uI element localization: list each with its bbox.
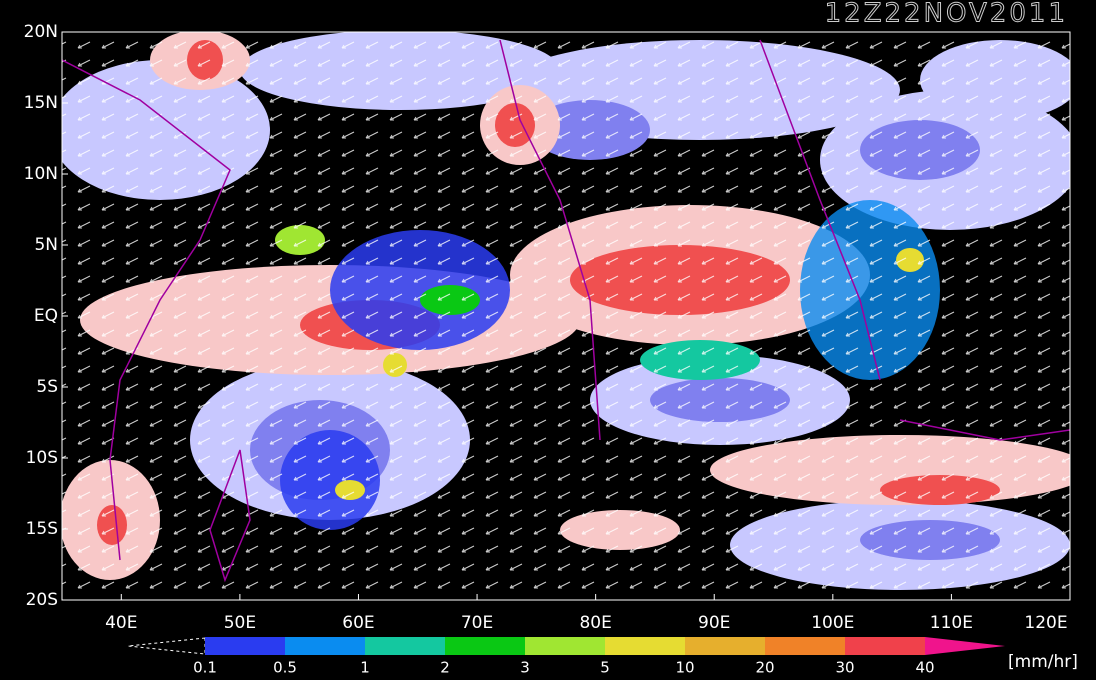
colorbar-segment	[445, 637, 525, 655]
lat-label: 5S	[36, 377, 58, 397]
colorbar-segment	[205, 637, 285, 655]
lat-label: 5N	[34, 235, 58, 255]
lat-label: 10S	[26, 448, 58, 468]
colorbar-label: 10	[675, 659, 694, 677]
colorbar-unit: [mm/hr]	[1008, 652, 1078, 672]
lon-label: 50E	[224, 613, 256, 633]
map-title: 12Z22NOV2011	[825, 0, 1068, 29]
colorbar-label: 30	[835, 659, 854, 677]
colorbar-segment	[765, 637, 845, 655]
lon-label: 60E	[342, 613, 374, 633]
lon-label: 70E	[461, 613, 493, 633]
lat-label: 10N	[24, 164, 58, 184]
colorbar-label: 20	[755, 659, 774, 677]
lat-label: 15S	[26, 519, 58, 539]
lon-label: 90E	[698, 613, 730, 633]
colorbar-under-triangle	[127, 637, 206, 655]
map-field	[62, 32, 1070, 600]
lat-label: 20N	[24, 22, 58, 42]
lon-label: 120E	[1024, 613, 1067, 633]
colorbar-segment	[285, 637, 365, 655]
colorbar-segment	[525, 637, 605, 655]
colorbar-segment	[365, 637, 445, 655]
lat-label: EQ	[34, 306, 58, 326]
lon-label: 80E	[579, 613, 611, 633]
colorbar-label: 0.1	[193, 659, 217, 677]
colorbar-label: 2	[440, 659, 450, 677]
lat-label: 20S	[26, 590, 58, 610]
lon-label: 110E	[930, 613, 973, 633]
lat-label: 15N	[24, 93, 58, 113]
colorbar-label: 0.5	[273, 659, 297, 677]
coastlines	[62, 39, 1070, 583]
colorbar-segment	[605, 637, 685, 655]
colorbar-over-triangle	[925, 637, 1005, 655]
colorbar-segment	[685, 637, 765, 655]
colorbar-segment	[845, 637, 925, 655]
colorbar-label: 5	[600, 659, 610, 677]
lon-label: 40E	[105, 613, 137, 633]
colorbar-label: 40	[915, 659, 934, 677]
wind-vectors	[62, 32, 1070, 600]
lon-label: 100E	[811, 613, 854, 633]
colorbar-label: 1	[360, 659, 370, 677]
colorbar-label: 3	[520, 659, 530, 677]
